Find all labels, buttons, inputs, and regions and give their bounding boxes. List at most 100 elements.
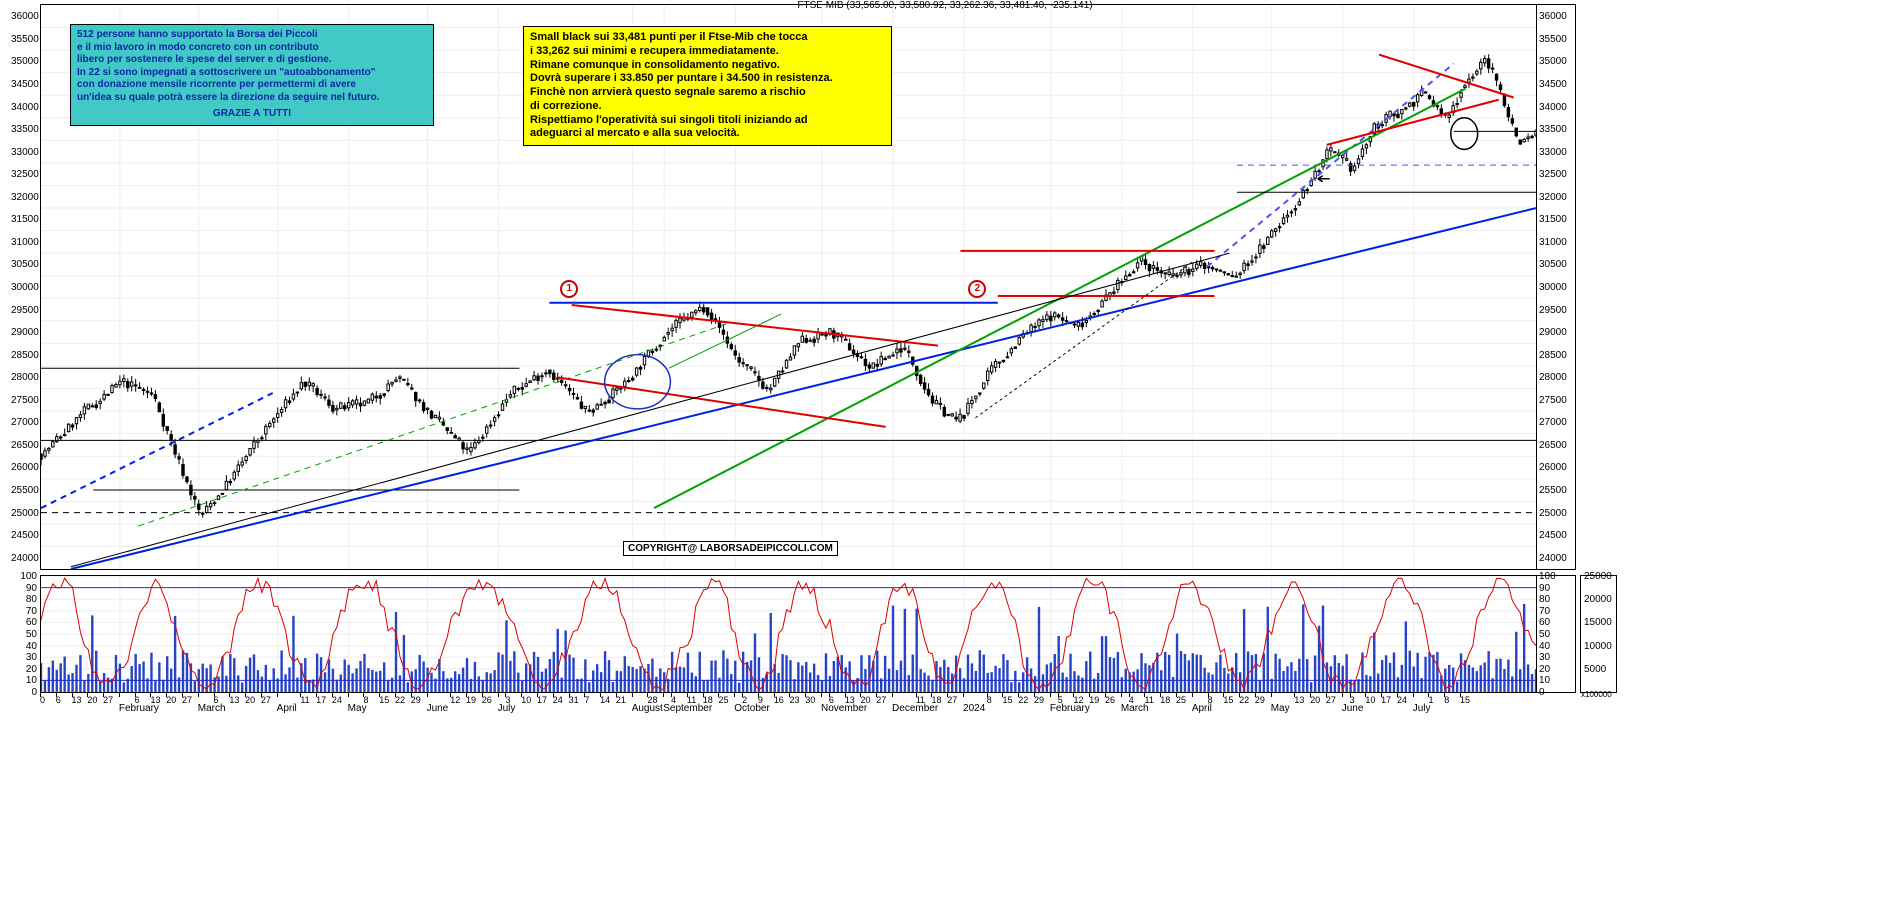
ytick: 29500 [1539, 305, 1567, 316]
xtick: 10 [1365, 695, 1375, 705]
xtick: 14 [600, 695, 610, 705]
ytick: 31000 [1539, 237, 1567, 248]
textbox-line: di correzione. [530, 100, 885, 114]
textbox-line: Rispettiamo l'operatività sui singoli ti… [530, 114, 885, 128]
textbox-line: Dovrà superare i 33.850 per puntare i 34… [530, 72, 885, 86]
xtick: 13 [845, 695, 855, 705]
textbox-line: In 22 si sono impegnati a sottoscrivere … [77, 67, 427, 80]
xtick: 2024 [963, 703, 985, 714]
x-axis: 06132027February6132027March6132027April… [40, 695, 1575, 713]
xtick: 11 [916, 695, 925, 705]
ytick: 70 [1539, 606, 1550, 617]
ytick: 24500 [1539, 530, 1567, 541]
ytick: 24000 [11, 553, 37, 564]
ytick: 31500 [1539, 214, 1567, 225]
textbox-line: Rimane comunque in consolidamento negati… [530, 59, 885, 73]
vol-ytick: 15000 [1584, 617, 1612, 628]
vol-ytick: 25000 [1584, 571, 1612, 582]
xtick: 17 [537, 695, 547, 705]
xtick: 27 [261, 695, 271, 705]
ytick: 29000 [11, 327, 37, 338]
ytick: 35000 [11, 56, 37, 67]
ytick: 100 [11, 571, 37, 582]
xtick: 27 [182, 695, 192, 705]
ytick: 29000 [1539, 327, 1567, 338]
xtick: 13 [229, 695, 239, 705]
xtick: April [277, 703, 297, 714]
xtick: 20 [860, 695, 870, 705]
xtick: 24 [332, 695, 342, 705]
ytick: 32500 [1539, 169, 1567, 180]
xtick: 15 [1460, 695, 1470, 705]
vol-axis-unit: x100000 [1581, 690, 1612, 699]
xtick: 19 [1089, 695, 1099, 705]
ytick: 36000 [1539, 11, 1567, 22]
ytick: 31500 [11, 214, 37, 225]
indicator-right-axis: 0102030405060708090100 [1535, 575, 1576, 693]
ytick: 33000 [11, 147, 37, 158]
xtick: 20 [87, 695, 97, 705]
xtick: 11 [300, 695, 309, 705]
xtick: 19 [466, 695, 476, 705]
textbox-footer: GRAZIE A TUTTI [77, 108, 427, 121]
xtick: 21 [616, 695, 626, 705]
ytick: 50 [1539, 629, 1550, 640]
xtick: 20 [1310, 695, 1320, 705]
xtick: 24 [1397, 695, 1407, 705]
xtick: 16 [774, 695, 784, 705]
vol-ytick: 20000 [1584, 594, 1612, 605]
xtick: 15 [1002, 695, 1012, 705]
xtick: 27 [1326, 695, 1336, 705]
ytick: 32500 [11, 169, 37, 180]
xtick: March [198, 703, 226, 714]
price-chart-right-axis: 2400024500250002550026000265002700027500… [1535, 4, 1576, 570]
ytick: 27000 [11, 417, 37, 428]
ytick: 30 [11, 652, 37, 663]
ytick: 10 [11, 675, 37, 686]
ytick: 31000 [11, 237, 37, 248]
xtick: 23 [789, 695, 799, 705]
ytick: 26000 [1539, 462, 1567, 473]
ytick: 27500 [11, 395, 37, 406]
analysis-box: Small black sui 33,481 punti per il Ftse… [523, 26, 892, 146]
textbox-line: Finchè non arrvierà questo segnale sarem… [530, 86, 885, 100]
xtick: 22 [1018, 695, 1028, 705]
ytick: 28500 [1539, 350, 1567, 361]
ytick: 40 [11, 641, 37, 652]
ytick: 10 [1539, 675, 1550, 686]
xtick: 20 [245, 695, 255, 705]
xtick: 18 [931, 695, 941, 705]
xtick: 27 [103, 695, 113, 705]
indicator-chart: 0102030405060708090100 [40, 575, 1537, 693]
ytick: 60 [11, 617, 37, 628]
ytick: 70 [11, 606, 37, 617]
ytick: 30 [1539, 652, 1550, 663]
ytick: 25500 [1539, 485, 1567, 496]
ytick: 90 [11, 583, 37, 594]
xtick: 18 [703, 695, 713, 705]
textbox-line: Small black sui 33,481 punti per il Ftse… [530, 31, 885, 45]
ytick: 33500 [1539, 124, 1567, 135]
xtick: 11 [687, 695, 696, 705]
xtick: 26 [1105, 695, 1115, 705]
xtick: 15 [1223, 695, 1233, 705]
ytick: 26500 [1539, 440, 1567, 451]
thanks-box: 512 persone hanno supportato la Borsa de… [70, 24, 434, 126]
ytick: 32000 [11, 192, 37, 203]
xtick: May [1271, 703, 1290, 714]
ytick: 34500 [11, 79, 37, 90]
xtick: 30 [805, 695, 815, 705]
xtick: 27 [876, 695, 886, 705]
ytick: 35500 [11, 34, 37, 45]
ytick: 40 [1539, 641, 1550, 652]
ytick: 80 [1539, 594, 1550, 605]
xtick: 26 [482, 695, 492, 705]
ytick: 33000 [1539, 147, 1567, 158]
textbox-line: i 33,262 sui minimi e recupera immediata… [530, 45, 885, 59]
textbox-line: un'idea su quale potrà essere la direzio… [77, 92, 427, 105]
ytick: 32000 [1539, 192, 1567, 203]
xtick: 17 [1381, 695, 1391, 705]
xtick: 13 [150, 695, 160, 705]
ytick: 34500 [1539, 79, 1567, 90]
xtick: 25 [718, 695, 728, 705]
